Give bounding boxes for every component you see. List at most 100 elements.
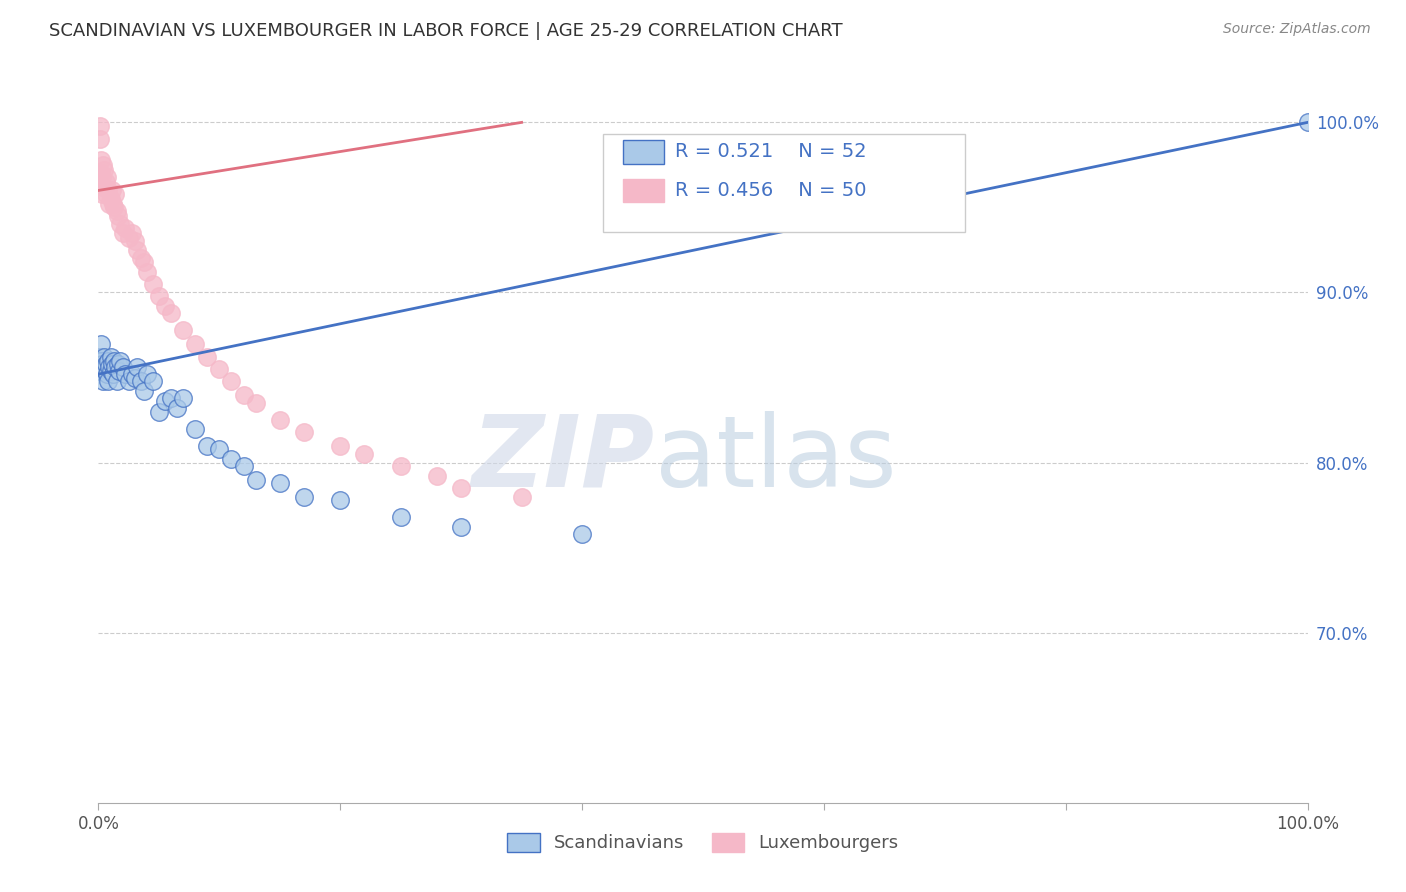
Point	[292, 490, 315, 504]
Point	[100, 350, 122, 364]
Point	[90, 166, 112, 180]
Point	[148, 404, 170, 418]
Point	[426, 469, 449, 483]
Point	[90, 336, 112, 351]
Point	[166, 401, 188, 416]
Point	[389, 510, 412, 524]
FancyBboxPatch shape	[623, 179, 664, 202]
Point	[571, 527, 593, 541]
Point	[91, 158, 114, 172]
Point	[94, 186, 117, 201]
Point	[208, 442, 231, 456]
Point	[89, 132, 111, 146]
Point	[101, 367, 124, 381]
Point	[129, 252, 152, 266]
Point	[450, 481, 472, 495]
Point	[184, 421, 207, 435]
Point	[232, 387, 254, 401]
Point	[97, 183, 120, 197]
Point	[114, 220, 136, 235]
Point	[105, 203, 128, 218]
Point	[124, 370, 146, 384]
Point	[98, 197, 121, 211]
Point	[93, 350, 115, 364]
Point	[127, 243, 149, 257]
Text: ZIP: ZIP	[471, 410, 655, 508]
Point	[118, 231, 141, 245]
Point	[90, 353, 112, 368]
Point	[101, 197, 124, 211]
Point	[91, 360, 114, 375]
Point	[153, 394, 176, 409]
Point	[195, 350, 218, 364]
Point	[221, 452, 243, 467]
Point	[100, 357, 122, 371]
Point	[108, 218, 131, 232]
Point	[134, 255, 156, 269]
Point	[94, 175, 117, 189]
Point	[105, 374, 128, 388]
Point	[184, 336, 207, 351]
Point	[121, 367, 143, 381]
Point	[221, 374, 243, 388]
Text: SCANDINAVIAN VS LUXEMBOURGER IN LABOR FORCE | AGE 25-29 CORRELATION CHART: SCANDINAVIAN VS LUXEMBOURGER IN LABOR FO…	[49, 22, 842, 40]
Point	[121, 226, 143, 240]
Point	[90, 153, 112, 167]
Point	[142, 374, 165, 388]
Point	[103, 201, 125, 215]
Point	[135, 367, 157, 381]
Point	[89, 364, 111, 378]
Text: atlas: atlas	[655, 410, 896, 508]
Point	[269, 475, 291, 490]
FancyBboxPatch shape	[623, 140, 664, 163]
Point	[208, 362, 231, 376]
Point	[148, 289, 170, 303]
Point	[142, 277, 165, 291]
Point	[129, 374, 152, 388]
Point	[450, 520, 472, 534]
FancyBboxPatch shape	[603, 134, 966, 232]
Point	[245, 396, 267, 410]
Point	[160, 306, 183, 320]
Point	[93, 163, 115, 178]
Point	[107, 209, 129, 223]
Point	[93, 362, 115, 376]
Point	[134, 384, 156, 399]
Point	[127, 360, 149, 375]
Point	[91, 180, 114, 194]
Point	[1296, 115, 1319, 129]
Point	[160, 391, 183, 405]
Point	[111, 360, 134, 375]
Point	[100, 192, 122, 206]
Point	[510, 490, 533, 504]
Point	[232, 458, 254, 473]
Point	[91, 186, 114, 201]
Point	[172, 323, 194, 337]
Point	[100, 183, 122, 197]
Point	[103, 353, 125, 368]
Point	[104, 186, 127, 201]
Point	[98, 360, 121, 375]
Point	[97, 353, 120, 368]
Text: R = 0.521    N = 52: R = 0.521 N = 52	[675, 143, 868, 161]
Point	[118, 374, 141, 388]
Point	[108, 353, 131, 368]
Point	[96, 169, 118, 184]
Point	[111, 226, 134, 240]
Point	[108, 364, 131, 378]
Point	[94, 357, 117, 371]
Point	[329, 493, 352, 508]
Point	[107, 357, 129, 371]
Point	[100, 364, 122, 378]
Point	[97, 374, 120, 388]
Point	[353, 447, 375, 461]
Point	[89, 119, 111, 133]
Point	[245, 473, 267, 487]
Point	[172, 391, 194, 405]
Point	[91, 374, 114, 388]
Point	[269, 413, 291, 427]
Point	[114, 367, 136, 381]
Point	[153, 299, 176, 313]
Text: R = 0.456    N = 50: R = 0.456 N = 50	[675, 181, 866, 200]
Text: Source: ZipAtlas.com: Source: ZipAtlas.com	[1223, 22, 1371, 37]
